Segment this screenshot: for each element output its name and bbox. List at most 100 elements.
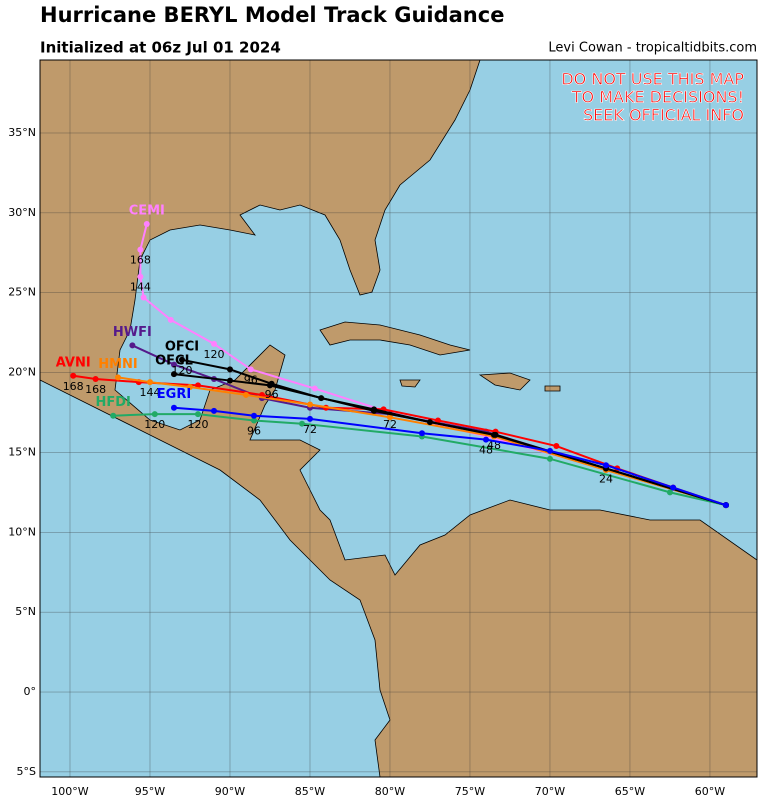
track-point <box>226 377 233 384</box>
track-point <box>602 462 609 469</box>
x-tick-label: 65°W <box>615 785 645 798</box>
track-point <box>242 391 249 398</box>
track-point <box>250 417 257 424</box>
x-tick-label: 85°W <box>295 785 325 798</box>
land-mainland <box>40 60 757 777</box>
warning: DO NOT USE THIS MAP TO MAKE DECISIONS! S… <box>561 69 745 125</box>
track-point <box>140 294 147 301</box>
hour-label: 72 <box>303 423 317 436</box>
track-point <box>546 447 553 454</box>
x-tick-label: 75°W <box>455 785 485 798</box>
track-name: HFDI <box>96 395 131 410</box>
track-point <box>137 273 144 280</box>
track-name: CEMI <box>129 204 165 219</box>
track-name: EGRI <box>157 387 191 402</box>
y-tick-label: 15°N <box>8 445 36 458</box>
track-point <box>247 366 254 373</box>
warning-line: SEEK OFFICIAL INFO <box>583 106 744 125</box>
x-tick-label: 60°W <box>695 785 725 798</box>
y-tick-label: 35°N <box>8 126 36 139</box>
track-point <box>553 443 560 450</box>
track-point <box>492 431 499 438</box>
track-name: AVNI <box>56 355 91 370</box>
track-name: HWFI <box>113 325 152 340</box>
hispaniola <box>478 372 531 391</box>
hour-label: 144 <box>139 386 160 399</box>
track-point <box>311 385 318 392</box>
track-point <box>110 412 117 419</box>
x-tick-label: 95°W <box>135 785 165 798</box>
track-point <box>92 375 99 382</box>
track-point <box>386 414 393 421</box>
y-tick-label: 30°N <box>8 206 36 219</box>
hour-label: 24 <box>599 472 613 485</box>
track-point <box>114 374 121 381</box>
track-point <box>167 316 174 323</box>
track-point <box>170 361 177 368</box>
track-point <box>722 502 729 509</box>
track-point <box>434 417 441 424</box>
warning-line: DO NOT USE THIS MAP <box>561 70 744 89</box>
track-point <box>266 382 273 389</box>
credit: Levi Cowan - tropicaltidbits.com <box>548 41 757 56</box>
hour-label: 168 <box>63 380 84 393</box>
track-point <box>250 412 257 419</box>
track-point <box>306 401 313 408</box>
y-tick-label: 0° <box>24 685 37 698</box>
track-point <box>306 415 313 422</box>
track-point <box>151 411 158 418</box>
hour-label: 48 <box>479 444 493 457</box>
hour-label: 168 <box>130 254 151 267</box>
cuba <box>319 321 471 356</box>
y-tick-label: 5°N <box>15 605 36 618</box>
track-point <box>143 221 150 228</box>
track-point <box>546 455 553 462</box>
hour-label: 168 <box>85 383 106 396</box>
track-point <box>178 356 185 363</box>
track-point <box>194 382 201 389</box>
map-area: 96120144168CEMI72HWFI168168AVNI144HMNI96… <box>40 60 757 777</box>
tracks: 96120144168CEMI72HWFI168168AVNI144HMNI96… <box>56 204 729 509</box>
track-point <box>70 372 77 379</box>
track-name: OFCL <box>155 354 193 369</box>
x-tick-label: 70°W <box>535 785 565 798</box>
x-tick-label: 80°W <box>375 785 405 798</box>
hour-label: 96 <box>265 388 279 401</box>
hour-label: 120 <box>203 348 224 361</box>
track-name: HMNI <box>98 357 138 372</box>
track-point <box>666 489 673 496</box>
track-point <box>482 436 489 443</box>
y-tick-label: 20°N <box>8 366 36 379</box>
warning-line: TO MAKE DECISIONS! <box>571 88 744 107</box>
tick-labels: 100°W 95°W 90°W 85°W 80°W 75°W 70°W 65°W 60°W 5°S… <box>8 126 725 798</box>
track-point <box>298 420 305 427</box>
subtitle: Initialized at 06z Jul 01 2024 <box>40 39 281 57</box>
hour-label: 120 <box>187 418 208 431</box>
x-tick-label: 100°W <box>51 785 88 798</box>
track-line <box>173 406 727 507</box>
frame <box>39 59 758 778</box>
track-point <box>146 379 153 386</box>
track-point <box>418 430 425 437</box>
track-point <box>170 371 177 378</box>
hour-label: 144 <box>130 281 151 294</box>
track-point <box>370 407 377 414</box>
track-point <box>210 340 217 347</box>
track-point <box>226 366 233 373</box>
track-point <box>194 411 201 418</box>
track-point <box>137 246 144 253</box>
jamaica <box>399 379 421 388</box>
track-point <box>186 383 193 390</box>
track-name: OFCI <box>165 339 199 354</box>
track-line <box>139 223 727 507</box>
x-tick-label: 90°W <box>215 785 245 798</box>
title: Hurricane BERYL Model Track Guidance <box>40 3 504 27</box>
puerto-rico <box>544 385 561 392</box>
hour-label: 120 <box>144 418 165 431</box>
track-point <box>210 407 217 414</box>
hour-label: 96 <box>247 424 261 437</box>
y-tick-label: 10°N <box>8 525 36 538</box>
track-point <box>170 404 177 411</box>
y-tick-label: 25°N <box>8 286 36 299</box>
